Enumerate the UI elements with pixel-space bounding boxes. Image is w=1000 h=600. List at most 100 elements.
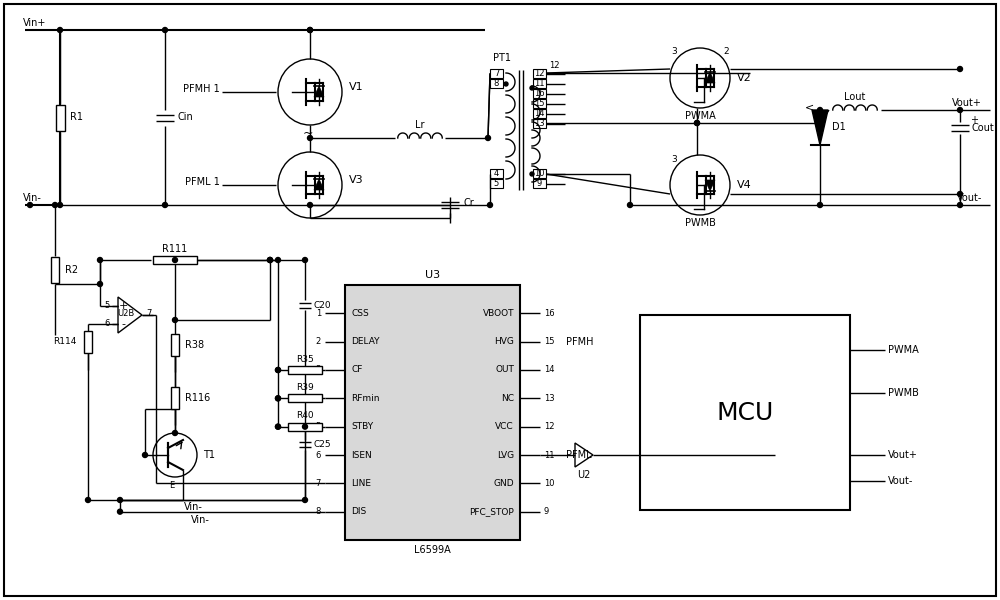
- Circle shape: [276, 367, 280, 373]
- Circle shape: [694, 121, 700, 125]
- Text: R35: R35: [296, 355, 314, 364]
- Text: 11: 11: [544, 451, 554, 460]
- Text: LINE: LINE: [351, 479, 371, 488]
- Text: 12: 12: [544, 422, 554, 431]
- Circle shape: [818, 202, 822, 208]
- Text: <: <: [805, 103, 815, 113]
- Text: PFMH 1: PFMH 1: [183, 84, 220, 94]
- Text: LVG: LVG: [497, 451, 514, 460]
- FancyBboxPatch shape: [84, 331, 92, 353]
- Circle shape: [58, 28, 62, 32]
- FancyBboxPatch shape: [533, 99, 546, 108]
- Text: 12: 12: [549, 61, 560, 70]
- Text: D1: D1: [832, 122, 846, 133]
- Text: -: -: [121, 319, 125, 329]
- Text: CF: CF: [351, 365, 362, 374]
- Text: R111: R111: [162, 244, 188, 254]
- FancyBboxPatch shape: [490, 69, 503, 78]
- Text: 13: 13: [544, 394, 555, 403]
- Circle shape: [958, 202, 962, 208]
- Text: Lr: Lr: [415, 120, 425, 130]
- Text: Vout-: Vout-: [888, 476, 913, 486]
- Circle shape: [268, 257, 272, 263]
- Circle shape: [276, 367, 280, 373]
- Text: 13: 13: [534, 119, 545, 128]
- Polygon shape: [314, 179, 324, 190]
- Circle shape: [276, 396, 280, 401]
- FancyBboxPatch shape: [533, 89, 546, 98]
- Text: 15: 15: [544, 337, 554, 346]
- Text: PWMA: PWMA: [888, 345, 919, 355]
- Circle shape: [694, 121, 700, 125]
- Circle shape: [504, 82, 508, 86]
- Polygon shape: [705, 72, 715, 83]
- Text: 7: 7: [146, 308, 151, 317]
- Circle shape: [276, 424, 280, 429]
- Circle shape: [28, 202, 32, 208]
- Text: DELAY: DELAY: [351, 337, 380, 346]
- Text: PFML: PFML: [566, 450, 592, 460]
- Circle shape: [308, 28, 312, 32]
- Text: 3: 3: [671, 47, 677, 56]
- FancyBboxPatch shape: [490, 79, 503, 88]
- Circle shape: [173, 317, 178, 323]
- Text: Vout+: Vout+: [888, 451, 918, 460]
- Text: 5: 5: [494, 179, 499, 188]
- Circle shape: [958, 191, 962, 196]
- Circle shape: [162, 202, 168, 208]
- Circle shape: [173, 257, 178, 263]
- Circle shape: [488, 202, 492, 208]
- Text: NC: NC: [501, 394, 514, 403]
- Circle shape: [276, 396, 280, 401]
- Text: 6: 6: [316, 451, 321, 460]
- Text: CSS: CSS: [351, 309, 369, 318]
- Text: 4: 4: [316, 394, 321, 403]
- Text: 4: 4: [494, 169, 499, 178]
- Text: R38: R38: [185, 340, 204, 350]
- Text: Vout+: Vout+: [952, 98, 982, 108]
- Text: PFMH: PFMH: [566, 337, 594, 347]
- FancyBboxPatch shape: [533, 179, 546, 188]
- FancyBboxPatch shape: [288, 366, 322, 374]
- Text: V1: V1: [349, 82, 364, 92]
- Text: C25: C25: [313, 440, 331, 449]
- Text: 10: 10: [544, 479, 554, 488]
- Text: PFC_STOP: PFC_STOP: [469, 507, 514, 516]
- Circle shape: [118, 509, 122, 514]
- Circle shape: [308, 136, 312, 140]
- Text: VBOOT: VBOOT: [482, 309, 514, 318]
- Circle shape: [276, 424, 280, 429]
- Text: VCC: VCC: [495, 422, 514, 431]
- Text: R40: R40: [296, 411, 314, 420]
- Text: V4: V4: [737, 180, 752, 190]
- Text: T1: T1: [203, 450, 215, 460]
- FancyBboxPatch shape: [533, 69, 546, 78]
- Circle shape: [958, 67, 962, 71]
- Circle shape: [308, 28, 312, 32]
- Text: U2B: U2B: [117, 308, 135, 317]
- Text: OUT: OUT: [495, 365, 514, 374]
- Polygon shape: [812, 110, 828, 145]
- Circle shape: [58, 202, 62, 208]
- Text: Cin: Cin: [177, 113, 193, 122]
- Text: 7: 7: [494, 69, 499, 78]
- Circle shape: [98, 257, 103, 263]
- Text: STBY: STBY: [351, 422, 373, 431]
- Text: PWMB: PWMB: [888, 388, 919, 398]
- Text: 3: 3: [671, 154, 677, 163]
- Circle shape: [98, 281, 103, 286]
- Circle shape: [276, 257, 280, 263]
- FancyBboxPatch shape: [490, 179, 503, 188]
- FancyBboxPatch shape: [171, 334, 179, 356]
- Circle shape: [818, 107, 822, 113]
- Text: 15: 15: [534, 99, 545, 108]
- Text: Vin-: Vin-: [191, 515, 209, 524]
- Text: 2: 2: [316, 337, 321, 346]
- Text: MCU: MCU: [716, 401, 774, 425]
- Text: RFmin: RFmin: [351, 394, 380, 403]
- Text: R39: R39: [296, 383, 314, 392]
- FancyBboxPatch shape: [153, 256, 197, 264]
- FancyBboxPatch shape: [533, 109, 546, 118]
- Circle shape: [302, 497, 308, 503]
- Text: Vin+: Vin+: [23, 18, 46, 28]
